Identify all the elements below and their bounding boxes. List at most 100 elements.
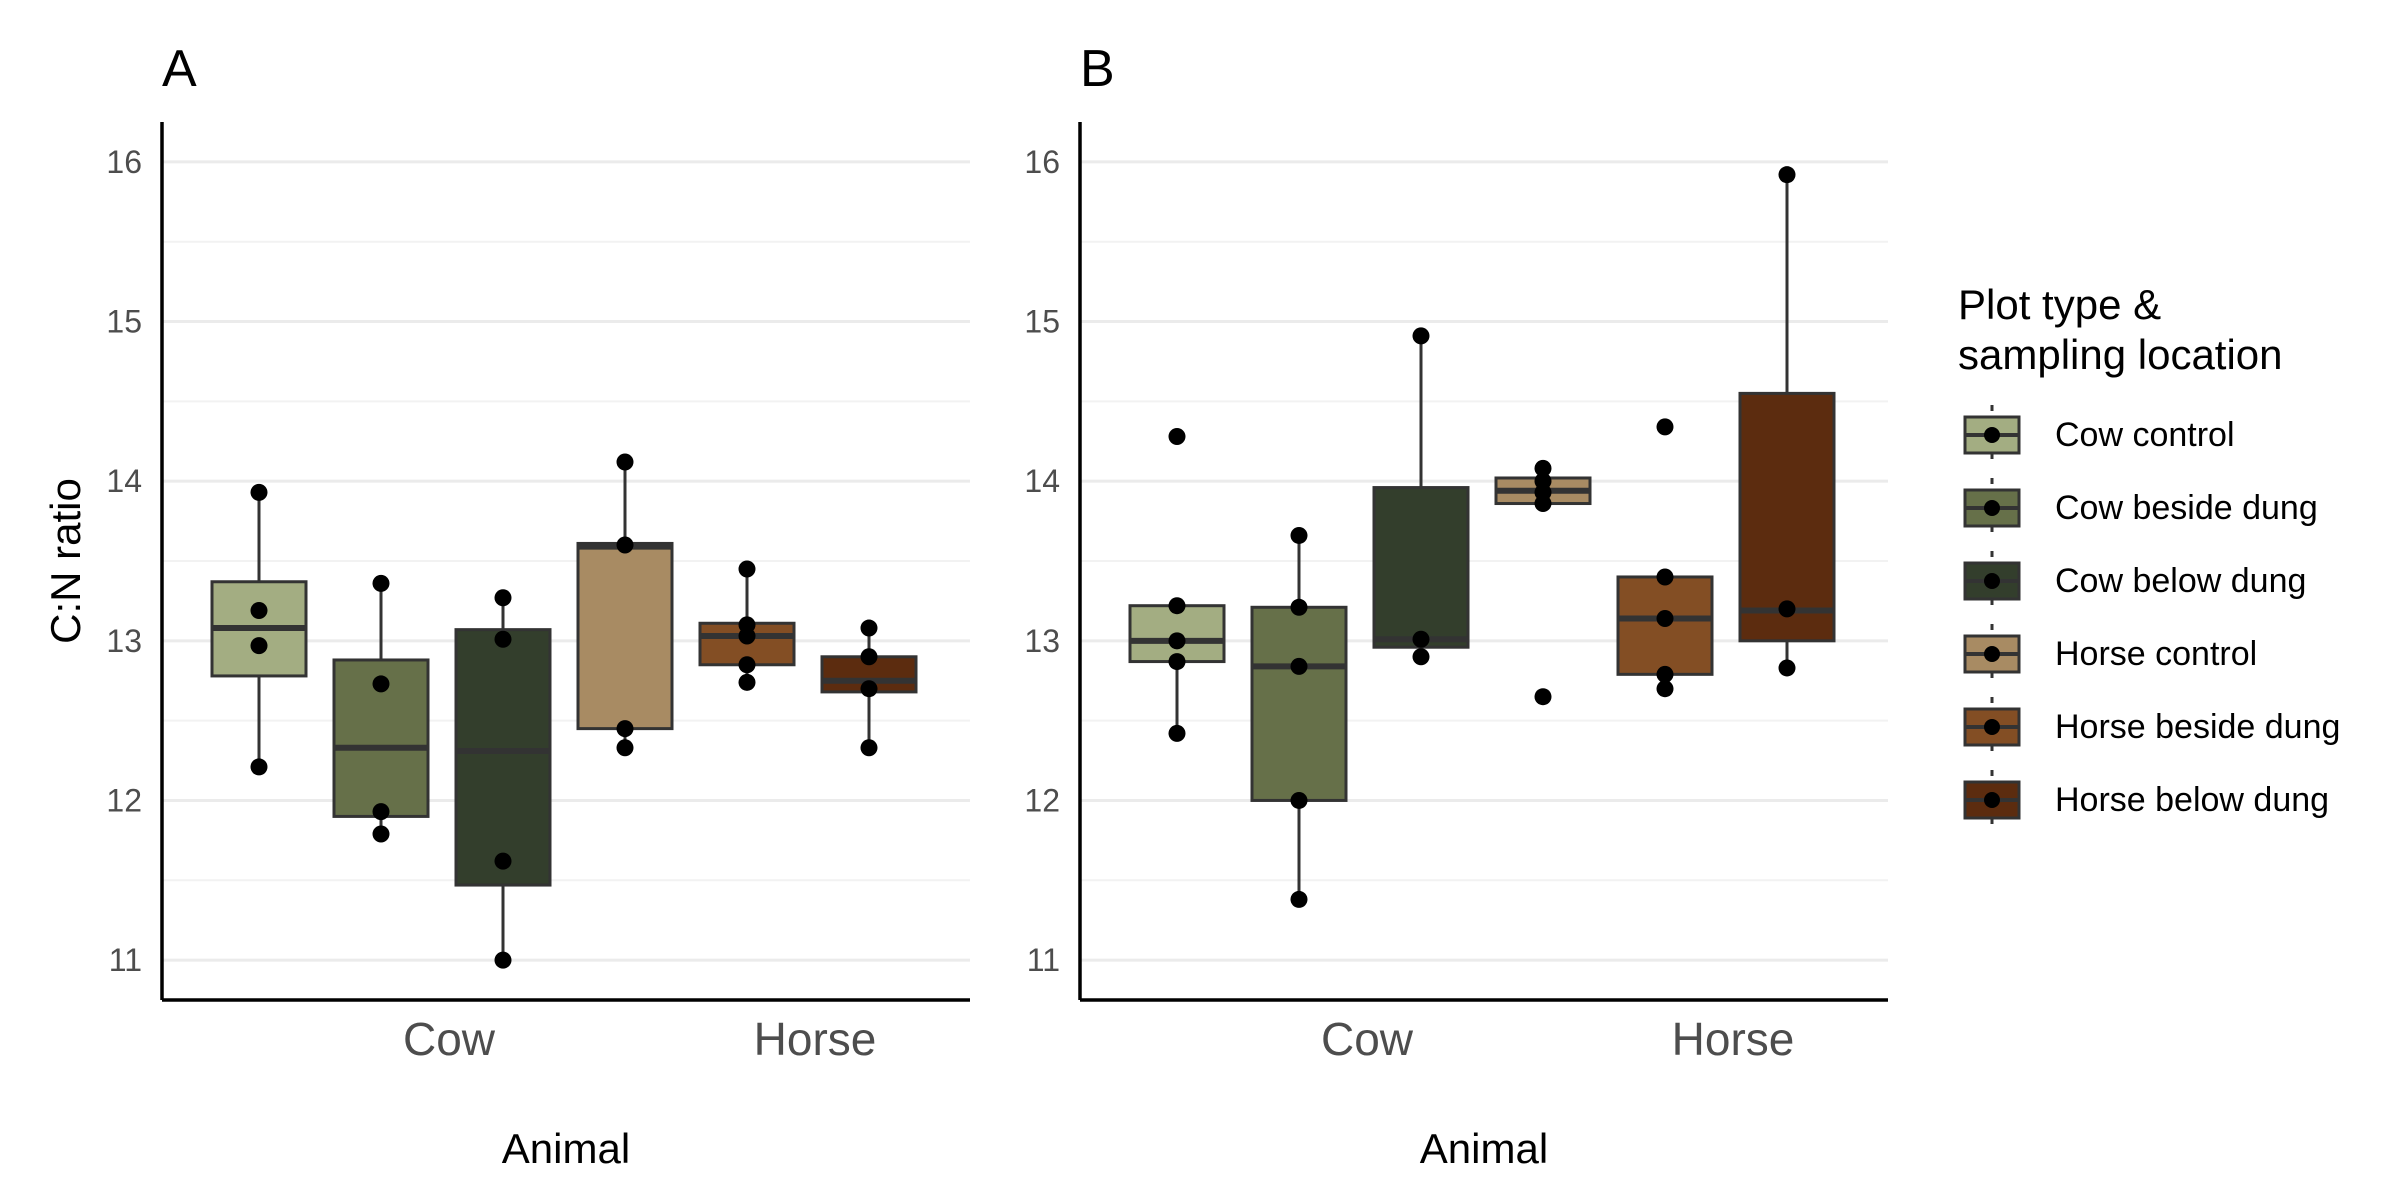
- legend-point: [1984, 500, 2000, 516]
- legend-item: Horse control: [1963, 624, 2257, 684]
- data-point: [1168, 427, 1186, 445]
- box-body: [1250, 605, 1348, 802]
- x-tick-label: Horse: [754, 1013, 877, 1065]
- data-point: [1168, 653, 1186, 671]
- box-cow-control: [1128, 427, 1226, 742]
- data-point: [1656, 680, 1674, 698]
- data-point: [1656, 665, 1674, 683]
- data-point: [1168, 597, 1186, 615]
- data-point: [1534, 495, 1552, 513]
- y-tick-label: 15: [1024, 304, 1060, 340]
- legend-label: Cow beside dung: [2055, 489, 2318, 527]
- box-horse-control: [576, 453, 674, 757]
- data-point: [1290, 598, 1308, 616]
- data-point: [738, 560, 756, 578]
- panel-a: 11 12 13 14 15 16 Cow Horse Animal A: [106, 40, 970, 1172]
- legend-title-line-2: sampling location: [1958, 331, 2283, 378]
- data-point: [250, 637, 268, 655]
- data-point: [1656, 568, 1674, 586]
- x-tick-label: Cow: [1321, 1013, 1414, 1065]
- data-point: [1290, 791, 1308, 809]
- data-point: [860, 648, 878, 666]
- legend-label: Horse control: [2055, 635, 2257, 673]
- box-horse-beside-dung: [1616, 418, 1714, 698]
- data-point: [738, 673, 756, 691]
- data-point: [372, 803, 390, 821]
- data-point: [372, 825, 390, 843]
- box-body: [1372, 486, 1470, 649]
- data-point: [1412, 327, 1430, 345]
- y-axis-title: C:N ratio: [42, 478, 89, 644]
- box-body: [454, 628, 552, 887]
- y-tick-label: 14: [106, 463, 142, 499]
- legend-point: [1984, 792, 2000, 808]
- data-point: [616, 739, 634, 757]
- data-point: [494, 630, 512, 648]
- data-point: [616, 453, 634, 471]
- data-point: [1534, 688, 1552, 706]
- data-point: [860, 680, 878, 698]
- data-point: [738, 656, 756, 674]
- data-point: [738, 627, 756, 645]
- data-point: [1778, 600, 1796, 618]
- data-point: [1290, 526, 1308, 544]
- legend-item: Horse beside dung: [1963, 697, 2340, 757]
- legend-item: Horse below dung: [1963, 770, 2329, 830]
- data-point: [494, 951, 512, 969]
- box-cow-control: [210, 483, 308, 776]
- legend-label: Cow below dung: [2055, 562, 2306, 600]
- data-point: [250, 483, 268, 501]
- legend-label: Horse beside dung: [2055, 708, 2340, 746]
- data-point: [1656, 418, 1674, 436]
- y-tick-label: 11: [1027, 942, 1060, 978]
- legend: Cow control Cow beside dung Cow below dung…: [1963, 405, 2340, 830]
- data-point: [1290, 890, 1308, 908]
- y-tick-label: 11: [109, 942, 142, 978]
- legend-point: [1984, 719, 2000, 735]
- y-tick-label: 13: [1024, 623, 1060, 659]
- x-axis-title: Animal: [502, 1125, 630, 1172]
- box-horse-control: [1494, 459, 1592, 706]
- box-body: [576, 541, 674, 731]
- y-tick-label: 12: [106, 782, 142, 818]
- box-cow-below-dung: [1372, 327, 1470, 666]
- x-tick-label: Cow: [403, 1013, 496, 1065]
- y-tick-label: 16: [1024, 144, 1060, 180]
- data-point: [1534, 459, 1552, 477]
- box-cow-beside-dung: [1250, 526, 1348, 908]
- x-tick-label: Horse: [1672, 1013, 1795, 1065]
- data-point: [1290, 657, 1308, 675]
- data-point: [372, 675, 390, 693]
- box-cow-beside-dung: [332, 574, 430, 843]
- data-point: [616, 536, 634, 554]
- legend-title: Plot type & sampling location: [1958, 280, 2283, 380]
- y-tick-label: 12: [1024, 782, 1060, 818]
- legend-item: Cow below dung: [1963, 551, 2306, 611]
- legend-label: Horse below dung: [2055, 781, 2329, 819]
- data-point: [860, 739, 878, 757]
- data-point: [250, 601, 268, 619]
- panel-label: A: [162, 40, 197, 98]
- x-axis-title: Animal: [1420, 1125, 1548, 1172]
- data-point: [1778, 166, 1796, 184]
- legend-point: [1984, 646, 2000, 662]
- legend-label: Cow control: [2055, 416, 2235, 454]
- data-point: [250, 758, 268, 776]
- data-point: [1778, 659, 1796, 677]
- legend-point: [1984, 427, 2000, 443]
- box-horse-below-dung: [1738, 166, 1836, 677]
- data-point: [1412, 630, 1430, 648]
- legend-item: Cow control: [1963, 405, 2235, 465]
- box-body: [1738, 391, 1836, 643]
- y-tick-label: 16: [106, 144, 142, 180]
- y-tick-label: 15: [106, 304, 142, 340]
- data-point: [860, 619, 878, 637]
- data-point: [494, 852, 512, 870]
- data-point: [1168, 724, 1186, 742]
- panel-b: 11 12 13 14 15 16 Cow Horse Animal B: [1024, 40, 1888, 1172]
- data-point: [1412, 648, 1430, 666]
- data-point: [372, 574, 390, 592]
- data-point: [494, 589, 512, 607]
- legend-item: Cow beside dung: [1963, 478, 2318, 538]
- box-horse-below-dung: [820, 619, 918, 757]
